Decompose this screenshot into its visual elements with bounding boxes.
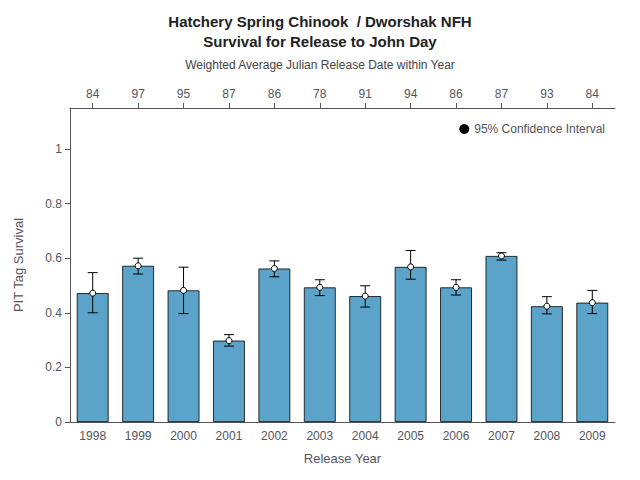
svg-text:86: 86 [268,87,282,101]
svg-text:87: 87 [222,87,236,101]
svg-text:2004: 2004 [352,429,379,443]
svg-text:95: 95 [177,87,191,101]
svg-text:87: 87 [495,87,509,101]
svg-text:Release Year: Release Year [304,451,382,466]
svg-text:1999: 1999 [125,429,152,443]
svg-text:1: 1 [55,142,62,156]
svg-text:Hatchery Spring Chinook / Dwo: Hatchery Spring Chinook / Dworshak NFH [168,13,471,30]
svg-text:0.4: 0.4 [45,306,62,320]
svg-text:2005: 2005 [397,429,424,443]
svg-text:84: 84 [586,87,600,101]
svg-text:1998: 1998 [79,429,106,443]
svg-text:0.2: 0.2 [45,360,62,374]
svg-text:0: 0 [55,415,62,429]
svg-text:2006: 2006 [443,429,470,443]
svg-text:0.6: 0.6 [45,251,62,265]
svg-text:86: 86 [449,87,463,101]
svg-text:2009: 2009 [579,429,606,443]
svg-text:2003: 2003 [306,429,333,443]
svg-text:Weighted Average Julian Releas: Weighted Average Julian Release Date wit… [185,58,455,72]
svg-text:2002: 2002 [261,429,288,443]
svg-text:93: 93 [540,87,554,101]
svg-text:0.8: 0.8 [45,197,62,211]
svg-text:2000: 2000 [170,429,197,443]
svg-text:78: 78 [313,87,327,101]
svg-text:94: 94 [404,87,418,101]
svg-text:2008: 2008 [534,429,561,443]
svg-text:95% Confidence Interval: 95% Confidence Interval [474,122,605,136]
svg-text:84: 84 [86,87,100,101]
svg-text:Survival for Release to John D: Survival for Release to John Day [203,33,437,50]
svg-text:97: 97 [131,87,145,101]
svg-text:2007: 2007 [488,429,515,443]
svg-text:91: 91 [359,87,373,101]
svg-text:2001: 2001 [216,429,243,443]
svg-text:PIT Tag Survival: PIT Tag Survival [11,218,26,312]
